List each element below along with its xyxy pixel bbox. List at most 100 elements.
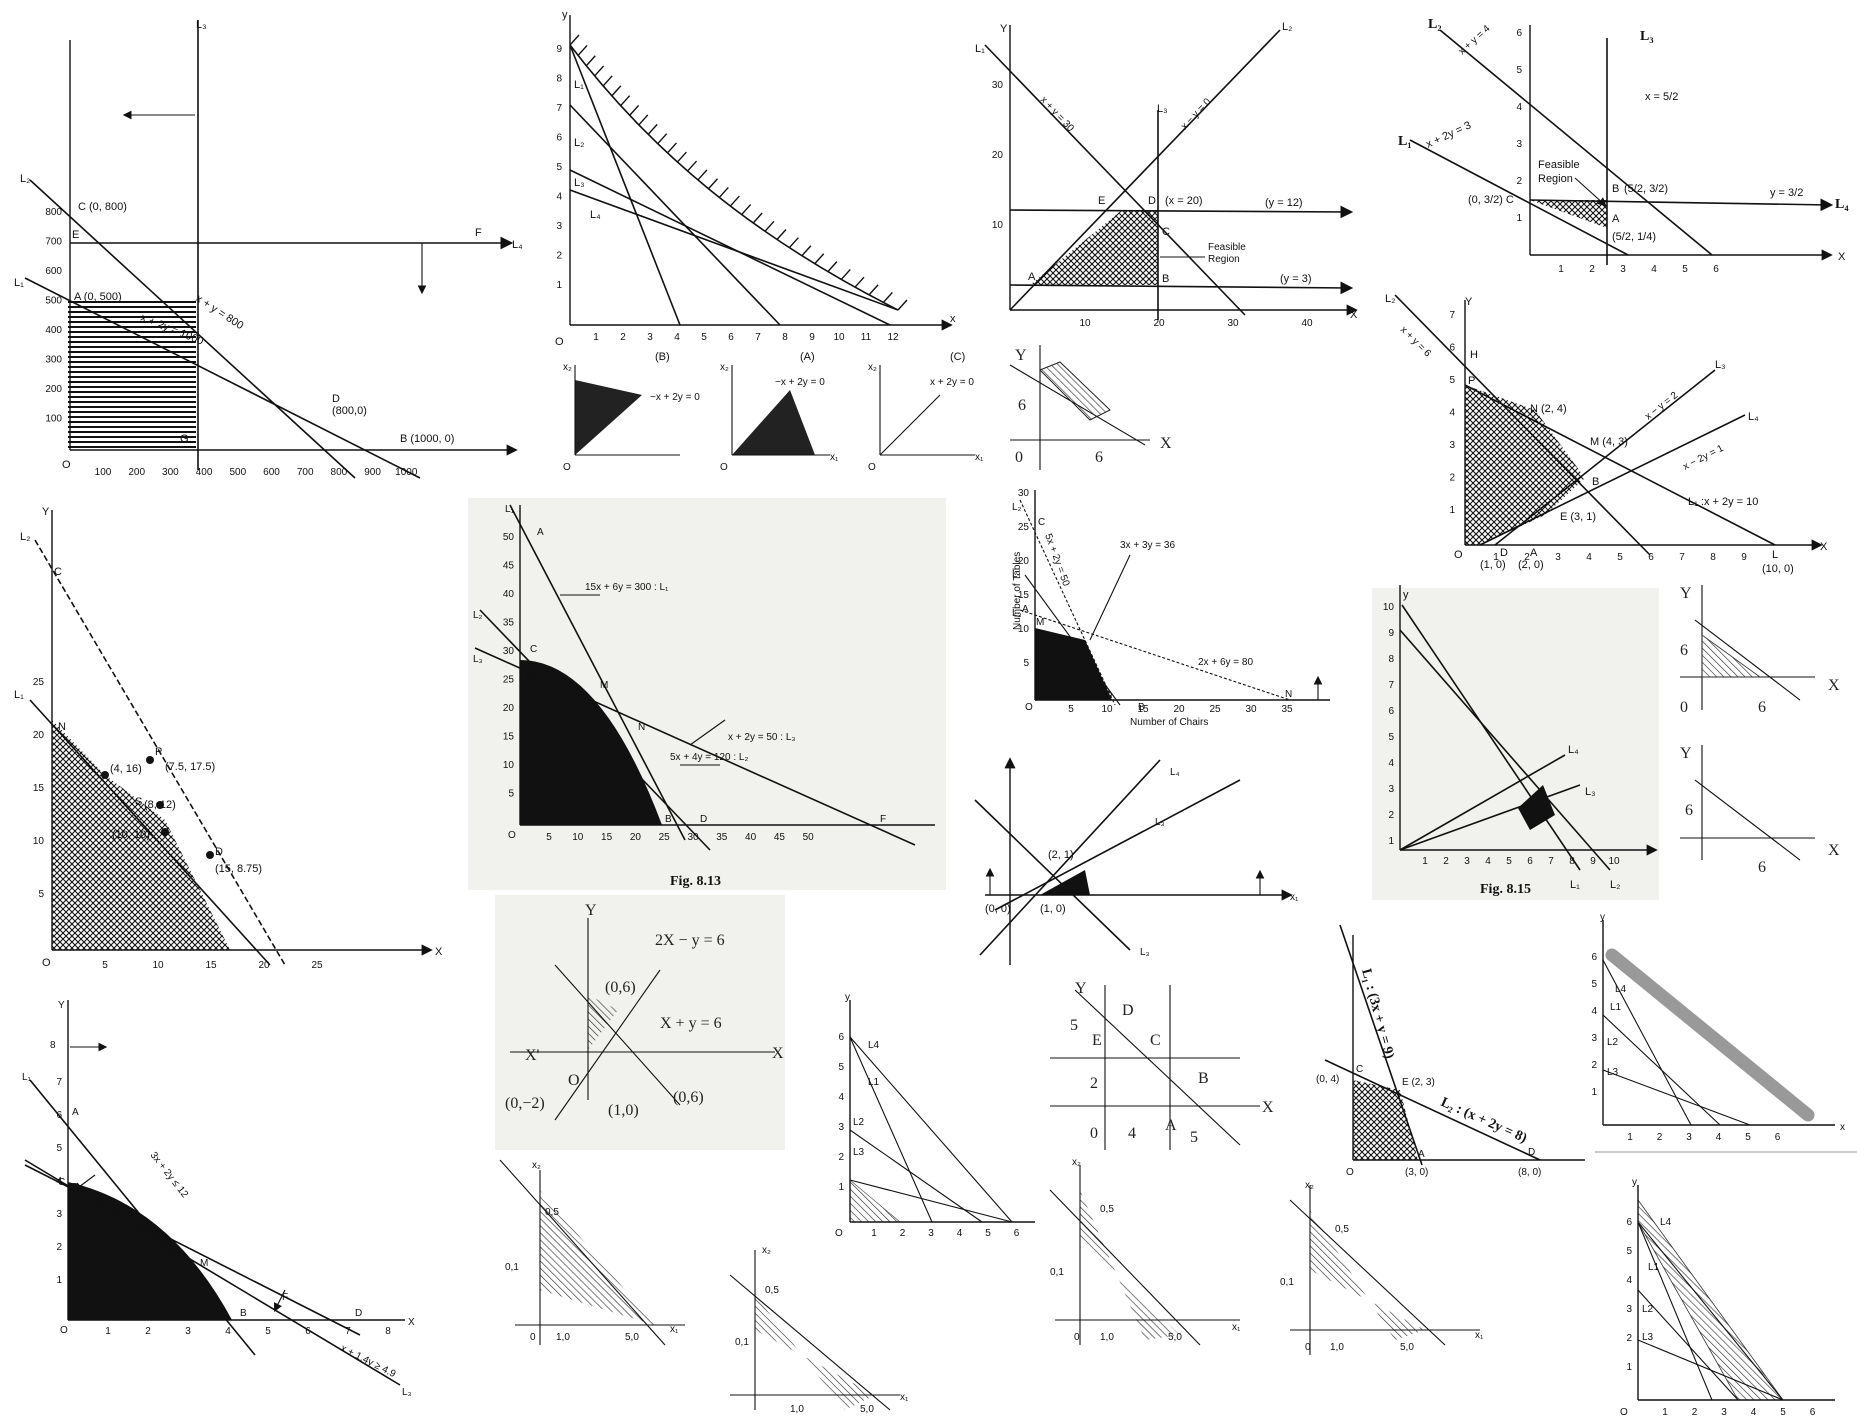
svg-text:L1: L1 [868, 1077, 880, 1088]
hatch-mark [827, 261, 838, 273]
svg-text:N: N [58, 721, 66, 733]
svg-text:D: D [215, 846, 223, 858]
svg-text:0,5: 0,5 [1335, 1224, 1349, 1235]
panel-11: y L₄ L₃ L₁ L₂ 10 9 8 7 6 5 4 3 2 1 1 2 3 4 5 6 7 8 9 10 Fig… [1383, 585, 1658, 897]
line-L3 [849, 1179, 1013, 1223]
svg-text:0: 0 [1305, 1342, 1311, 1353]
x-tick-label: 9 [1590, 856, 1596, 867]
svg-text:5: 5 [1190, 1129, 1198, 1146]
line-L1 [29, 699, 271, 966]
point-D-coord: (800,0) [332, 405, 367, 417]
line-L3 [1637, 1339, 1784, 1401]
y-tick-label: 5 [508, 789, 514, 800]
svg-text:L₂: L₂ [1610, 879, 1620, 891]
x-tick-label: 20 [1153, 318, 1165, 329]
svg-text:Y: Y [1680, 745, 1692, 762]
x-tick-label: 1 [1493, 552, 1499, 563]
svg-text:5,0: 5,0 [860, 1404, 874, 1415]
line-L4 [849, 1036, 1013, 1223]
y-tick-label: 15 [503, 732, 515, 743]
y-tick-label: 2 [1591, 1060, 1597, 1071]
hatch-mark [666, 142, 677, 154]
y-tick-label: 1 [1516, 213, 1522, 224]
svg-text:C: C [58, 1177, 65, 1188]
svg-text:E: E [1098, 195, 1105, 207]
eq-x-plus-y: x + y = 800 [193, 292, 245, 332]
y-tick-label: 15 [1018, 590, 1030, 601]
y-tick-label: 20 [992, 150, 1004, 161]
point-F: F [475, 227, 482, 239]
svg-text:Region: Region [1538, 173, 1573, 185]
x-tick-label: 15 [601, 832, 613, 843]
subcaption-C: (C) [950, 351, 965, 363]
svg-text:L₃: L₃ [1012, 608, 1022, 619]
panel-4: L₂ x + y = 4 L₃ x = 5/2 L₁ x + 2y = 3 Fe… [1398, 17, 1849, 275]
line-L4 [1529, 198, 1834, 212]
x-tick-label: 1 [1662, 1407, 1668, 1418]
svg-text:x₁: x₁ [1290, 892, 1299, 903]
line-L3 [1602, 1069, 1751, 1126]
svg-text:P: P [155, 746, 162, 758]
svg-text:0: 0 [1074, 1332, 1080, 1343]
line-L1 [1024, 574, 1121, 706]
y-tick-label: 4 [556, 192, 562, 203]
svg-text:x + y = 4: x + y = 4 [1457, 23, 1493, 57]
svg-text:L₂: L₂ [1428, 17, 1442, 32]
svg-text:M: M [200, 1258, 208, 1269]
x-tick-label: 10 [1608, 856, 1620, 867]
line-L1 [1464, 384, 1776, 546]
sub-eq-B: −x + 2y = 0 [650, 392, 700, 403]
svg-text:A: A [1022, 604, 1029, 615]
svg-text:(2, 0): (2, 0) [1518, 559, 1544, 571]
svg-text:C: C [1038, 517, 1045, 528]
svg-text:L₁: L₁ [975, 43, 985, 55]
hatch-marks [569, 34, 908, 311]
svg-text:D: D [700, 814, 707, 825]
subcaption-A: (A) [800, 351, 815, 363]
feasible-region [755, 1295, 875, 1410]
y-tick-label: 4 [1449, 408, 1455, 419]
svg-text:O: O [1346, 1167, 1354, 1178]
x-tick-label: 35 [716, 832, 728, 843]
y-tick-label: 6 [1516, 28, 1522, 39]
y-tick-label: 6 [56, 1110, 62, 1121]
hatch-mark [577, 44, 588, 56]
x-tick-label: 25 [311, 960, 323, 971]
x-tick-label: 6 [305, 1326, 311, 1337]
svg-text:x₁: x₁ [830, 452, 839, 463]
svg-text:N (2, 4): N (2, 4) [1530, 403, 1567, 415]
x-tick-label: 3 [647, 332, 653, 343]
svg-text:x₂: x₂ [1305, 1180, 1314, 1191]
x-tick-label: 10 [1079, 318, 1091, 329]
y-tick-label: 800 [45, 207, 62, 218]
svg-text:(10, 10): (10, 10) [112, 829, 150, 841]
svg-text:O: O [720, 462, 728, 473]
svg-text:0: 0 [1680, 699, 1688, 716]
x-tick-label: 2 [1589, 264, 1595, 275]
svg-text:1,0: 1,0 [790, 1404, 804, 1415]
svg-text:1,0: 1,0 [1100, 1332, 1114, 1343]
svg-text:L₁: L₁ [14, 689, 24, 701]
x-tick-label: 3 [1555, 552, 1561, 563]
label-L4: L₄ [590, 209, 601, 221]
label-L3: L₃ [574, 177, 585, 189]
x-tick-label: 9 [809, 332, 815, 343]
y-tick-label: 5 [1449, 375, 1455, 386]
x-tick-label: 8 [782, 332, 788, 343]
svg-text:x₂: x₂ [868, 362, 877, 373]
hatch-mark [840, 268, 851, 280]
svg-text:H: H [1470, 349, 1478, 361]
y-tick-label: 700 [45, 237, 62, 248]
x-tick-label: 600 [263, 467, 280, 478]
svg-text:x − y = 0: x − y = 0 [1179, 96, 1214, 132]
x-tick-label: 5 [985, 1228, 991, 1239]
x-tick-label: 4 [1716, 1132, 1722, 1143]
svg-text:x₁: x₁ [1475, 1330, 1484, 1341]
y-tick-label: 10 [1018, 624, 1030, 635]
svg-text:A: A [537, 527, 544, 538]
line-L1 [984, 44, 1246, 316]
svg-text:Y: Y [585, 902, 597, 919]
svg-text:y = 3/2: y = 3/2 [1770, 187, 1803, 199]
label-L2: L₂ [574, 137, 584, 149]
